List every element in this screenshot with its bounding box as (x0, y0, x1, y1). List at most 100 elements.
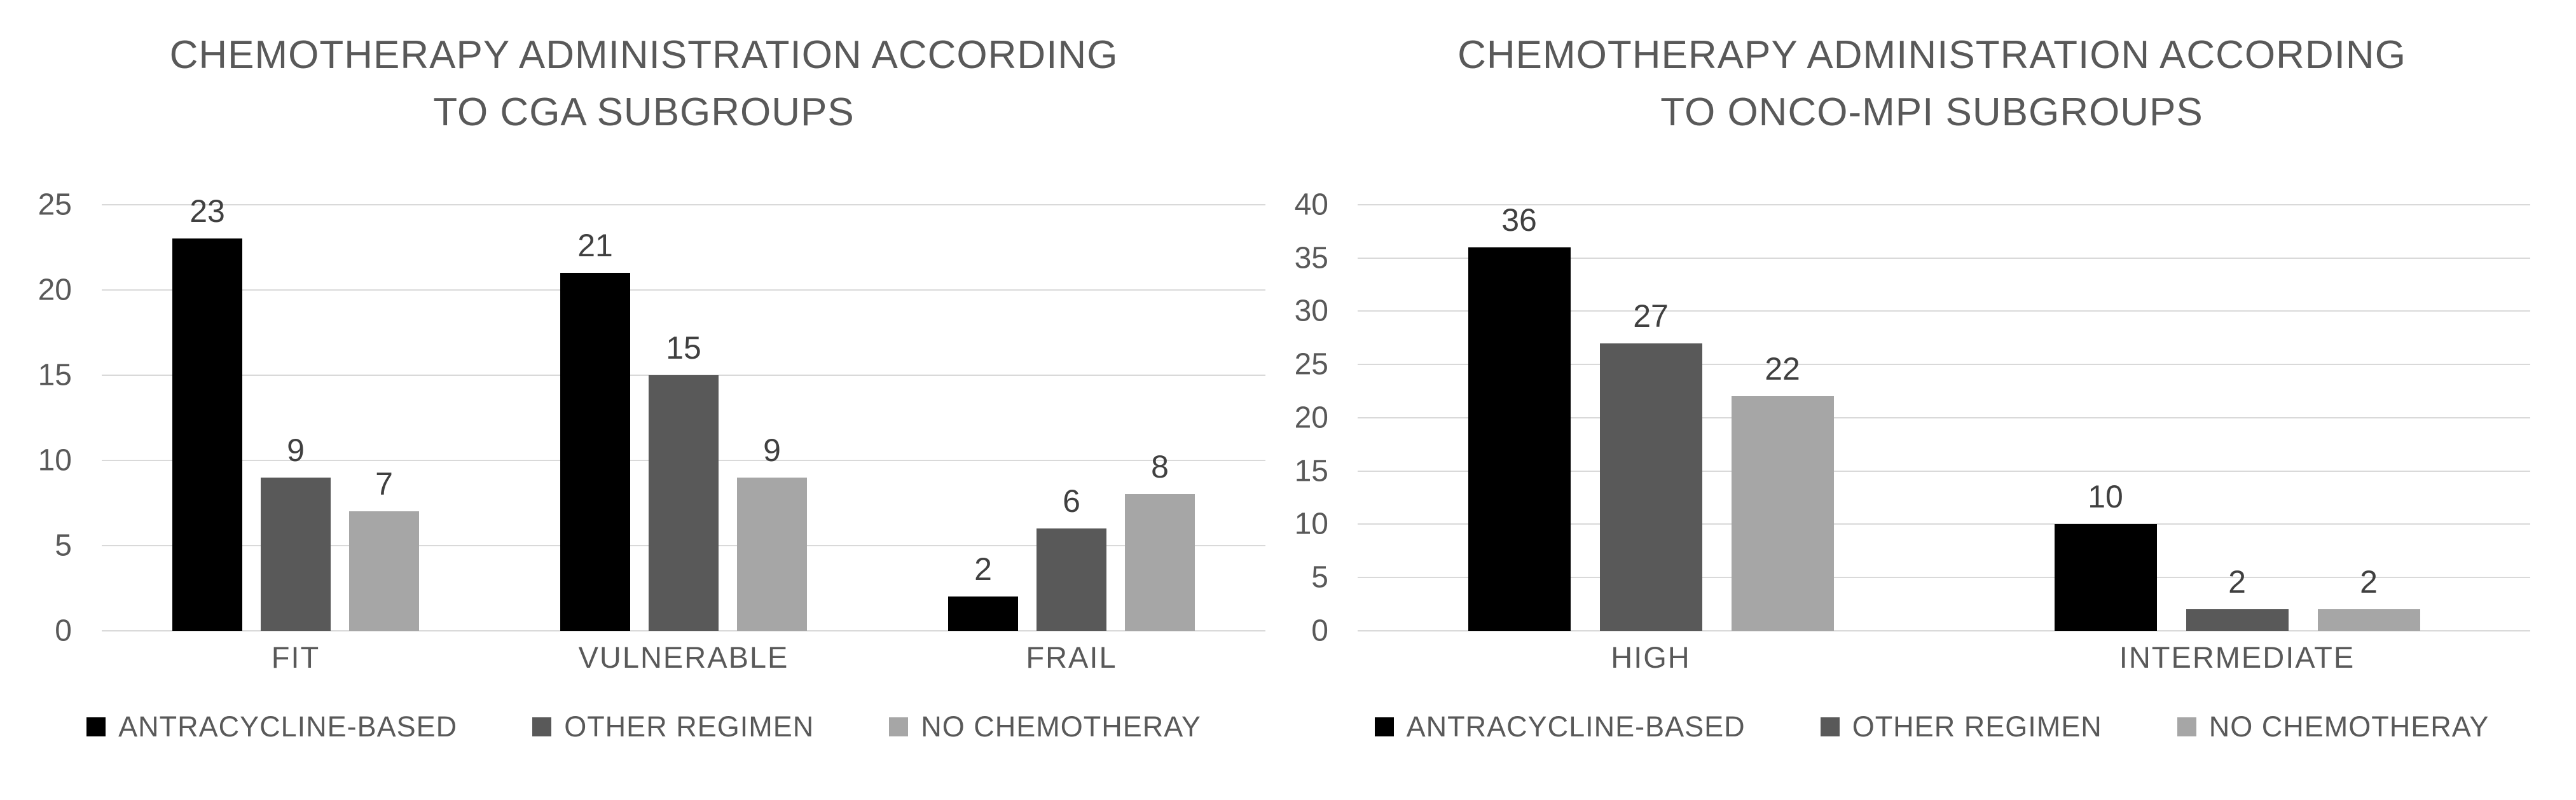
legend-swatch-icon (1820, 717, 1840, 736)
bar (172, 238, 242, 631)
bar-group: 36 27 22 (1358, 202, 1944, 631)
bar-cell: 2 (2186, 205, 2289, 631)
y-tick-label: 0 (1311, 614, 1328, 648)
category-label: FRAIL (1026, 640, 1117, 674)
gridline (1358, 523, 2530, 525)
bar (560, 272, 630, 631)
bar-cell: 6 (1037, 205, 1106, 631)
bar-value-label: 15 (666, 329, 701, 366)
legend: ANTRACYCLINE-BASED OTHER REGIMEN NO CHEMOT… (0, 710, 1288, 743)
chart-title-line: TO CGA SUBGROUPS (433, 90, 855, 134)
legend-swatch-icon (1374, 717, 1394, 736)
bar (1731, 396, 1834, 631)
bar-cell: 9 (261, 205, 331, 631)
legend-label: OTHER REGIMEN (1852, 710, 2102, 743)
legend-label: ANTRACYCLINE-BASED (1406, 710, 1746, 743)
legend-swatch-icon (889, 717, 909, 736)
chart-title-line: TO ONCO-MPI SUBGROUPS (1660, 90, 2203, 134)
bar-cell: 2 (948, 205, 1018, 631)
y-tick-label: 10 (38, 443, 72, 478)
bar (2054, 524, 2157, 631)
bar-cell: 2 (2317, 205, 2420, 631)
y-axis: 40 35 30 25 20 15 10 5 0 (1288, 188, 1358, 647)
legend-item: ANTRACYCLINE-BASED (1374, 710, 1746, 743)
category-label: HIGH (1611, 640, 1691, 674)
y-tick-label: 30 (1294, 294, 1328, 328)
bar-value-label: 2 (2360, 564, 2378, 600)
bar-value-label: 36 (1501, 202, 1537, 238)
bar (1599, 343, 1702, 631)
legend: ANTRACYCLINE-BASED OTHER REGIMEN NO CHEMOT… (1288, 710, 2576, 743)
legend-swatch-icon (2177, 717, 2196, 736)
chart-title: CHEMOTHERAPY ADMINISTRATION ACCORDING TO… (1288, 27, 2576, 141)
legend-label: NO CHEMOTHERAY (2208, 710, 2490, 743)
y-tick-label: 0 (55, 614, 72, 648)
bar (1125, 494, 1195, 631)
gridline (1358, 364, 2530, 366)
bar-cell: 23 (172, 193, 242, 631)
gridline (1358, 257, 2530, 259)
y-tick-label: 25 (38, 188, 72, 222)
bar-value-label: 8 (1151, 449, 1169, 485)
bar (1037, 528, 1106, 631)
legend-item: NO CHEMOTHERAY (2177, 710, 2490, 743)
bar (261, 477, 331, 631)
gridline (102, 630, 1265, 631)
bar-value-label: 23 (189, 193, 225, 230)
plot-row: 25 20 15 10 5 0 23 9 7 21 15 9 2 6 8 (0, 188, 1288, 647)
legend-item: ANTRACYCLINE-BASED (86, 710, 457, 743)
plot-area: 23 9 7 21 15 9 2 6 8 (102, 193, 1265, 631)
gridline (1358, 417, 2530, 418)
bar-cell: 10 (2054, 205, 2157, 631)
bar-group: 23 9 7 (102, 193, 490, 631)
y-tick-label: 40 (1294, 188, 1328, 222)
bar (2317, 609, 2420, 631)
bar (349, 511, 419, 631)
legend-label: ANTRACYCLINE-BASED (118, 710, 458, 743)
legend-item: NO CHEMOTHERAY (889, 710, 1201, 743)
bars-layer: 23 9 7 21 15 9 2 6 8 (102, 193, 1265, 631)
category-label: INTERMEDIATE (2119, 640, 2355, 674)
y-tick-label: 5 (55, 528, 72, 563)
y-axis: 25 20 15 10 5 0 (0, 188, 102, 647)
bar-cell: 9 (737, 205, 807, 631)
y-tick-label: 25 (1294, 347, 1328, 382)
legend-item: OTHER REGIMEN (532, 710, 814, 743)
bar (649, 375, 719, 631)
gridline (1358, 577, 2530, 579)
category-label: FIT (271, 640, 320, 674)
bar-value-label: 27 (1633, 298, 1669, 334)
y-tick-label: 35 (1294, 241, 1328, 275)
bar (2186, 609, 2289, 631)
bar-value-label: 10 (2088, 479, 2123, 515)
bar-cell: 7 (349, 205, 419, 631)
bar-cell: 8 (1125, 205, 1195, 631)
plot-row: 40 35 30 25 20 15 10 5 0 36 27 22 10 2 2 (1288, 188, 2576, 647)
bar (948, 597, 1018, 631)
y-tick-label: 10 (1294, 507, 1328, 541)
bar-value-label: 2 (974, 551, 992, 588)
bar-value-label: 9 (763, 432, 781, 468)
bar (1468, 247, 1571, 631)
plot-area: 36 27 22 10 2 2 (1358, 202, 2530, 631)
legend-label: NO CHEMOTHERAY (921, 710, 1201, 743)
y-tick-label: 5 (1311, 560, 1328, 595)
bar-group: 10 2 2 (1944, 205, 2530, 631)
bars-layer: 36 27 22 10 2 2 (1358, 202, 2530, 631)
gridline (1358, 630, 2530, 631)
bar-value-label: 7 (375, 466, 393, 502)
bar-group: 21 15 9 (490, 205, 878, 631)
legend-label: OTHER REGIMEN (564, 710, 815, 743)
chart-title: CHEMOTHERAPY ADMINISTRATION ACCORDING TO… (0, 27, 1288, 141)
gridline (1358, 203, 2530, 205)
bar-cell: 22 (1731, 205, 1834, 631)
category-label: VULNERABLE (578, 640, 789, 674)
bar-value-label: 9 (287, 432, 305, 468)
bar (737, 477, 807, 631)
chart-title-line: CHEMOTHERAPY ADMINISTRATION ACCORDING (169, 33, 1119, 77)
y-tick-label: 20 (1294, 401, 1328, 435)
legend-swatch-icon (532, 717, 552, 736)
y-tick-label: 15 (1294, 454, 1328, 488)
bar-value-label: 6 (1063, 483, 1080, 519)
